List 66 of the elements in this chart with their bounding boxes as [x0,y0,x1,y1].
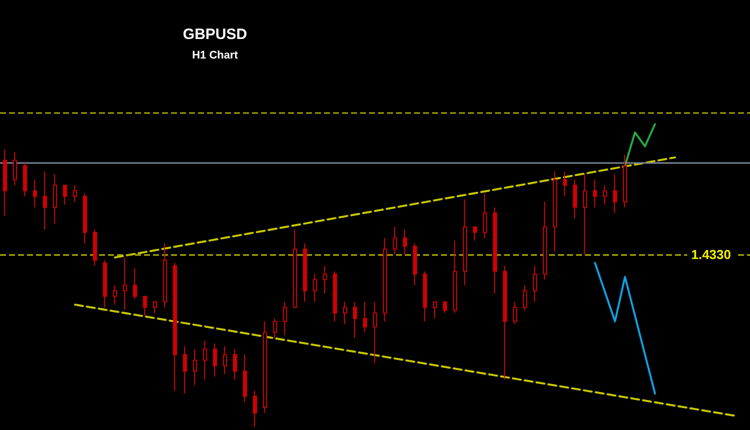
candlestick [603,184,607,206]
candlestick [143,296,147,316]
candlestick [343,301,347,325]
candlestick [43,170,47,230]
candlestick [453,240,457,314]
candlestick [243,354,247,402]
candlestick [473,226,477,242]
candlestick [253,390,257,428]
candlestick [323,265,327,294]
candlestick [313,274,317,302]
candlestick [13,151,17,186]
candlestick [483,193,487,238]
candlestick [133,268,137,300]
candlestick [493,206,497,294]
candlestick [303,243,307,302]
candlestick [613,174,617,214]
candlestick [513,301,517,325]
candlestick [103,260,107,308]
candlestick [363,301,367,333]
candlestick [393,226,397,256]
candlestick [293,229,297,308]
candlestick [123,256,127,311]
candlestick [283,301,287,336]
candlestick [203,340,207,380]
candlestick [33,179,37,208]
candlestick [593,179,597,208]
chart-title: GBPUSD [182,26,248,43]
candlestick [223,346,227,375]
candlestick [383,237,387,322]
candlestick [623,154,627,208]
candlestick [93,229,97,266]
candlestick [3,148,7,216]
candlestick [423,270,427,322]
candlestick [403,229,407,256]
candlestick [523,284,527,311]
chart-subtitle: H1 Chart [192,50,238,62]
candlestick [333,270,337,322]
candlestick [553,170,557,252]
candlestick [173,262,177,392]
candlestick [153,301,157,314]
candlestick [113,284,117,306]
candlestick [413,243,417,286]
candlestick [443,301,447,314]
candlestick [573,179,577,220]
candlestick [213,343,217,378]
candlestick [563,170,567,197]
candlestick [193,348,197,386]
candlestick [183,346,187,394]
candlestick [83,193,87,244]
candlestick [373,301,377,364]
candlestick [463,198,467,286]
candlestick [503,265,507,380]
candlestick [233,348,237,380]
candlestick [273,318,277,338]
candlestick [543,201,547,280]
candlestick [533,265,537,302]
candlestick [583,174,587,256]
candlestick [53,174,57,225]
candlestick [63,184,67,206]
candlestick [23,162,27,197]
candlestick [73,184,77,202]
candlestick [163,243,167,308]
annotation: 1.4330 [691,247,731,262]
candlestick [353,301,357,338]
candlestick [263,320,267,414]
candlestick [433,301,437,320]
